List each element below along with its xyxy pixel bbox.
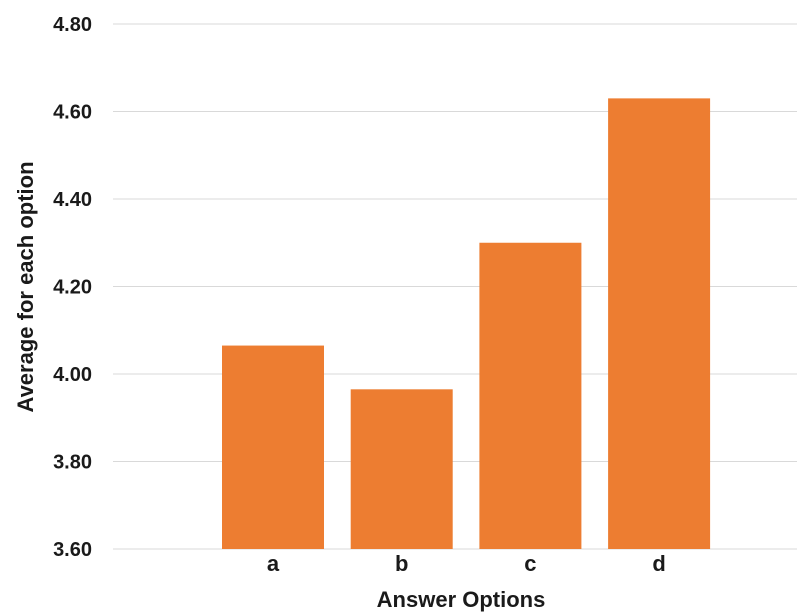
bar-a bbox=[222, 345, 324, 549]
y-tick-label: 4.20 bbox=[53, 277, 92, 299]
x-tick-label-a: a bbox=[267, 551, 280, 576]
y-tick-label: 4.80 bbox=[53, 14, 92, 36]
y-tick-label: 4.60 bbox=[53, 102, 92, 124]
y-tick-label: 4.40 bbox=[53, 189, 92, 211]
y-tick-label: 3.60 bbox=[53, 539, 92, 561]
y-tick-label: 3.80 bbox=[53, 452, 92, 474]
x-tick-label-d: d bbox=[652, 551, 665, 576]
y-axis-ticks: 3.60 3.80 4.00 4.20 4.40 4.60 4.80 bbox=[53, 14, 92, 561]
x-tick-label-b: b bbox=[395, 551, 408, 576]
bars bbox=[222, 98, 711, 549]
bar-d bbox=[608, 98, 711, 549]
x-axis-title: Answer Options bbox=[377, 587, 546, 612]
bar-c bbox=[479, 242, 582, 549]
y-tick-label: 4.00 bbox=[53, 364, 92, 386]
bar-b bbox=[350, 389, 453, 549]
y-axis-title: Average for each option bbox=[13, 161, 38, 412]
x-tick-label-c: c bbox=[524, 551, 536, 576]
x-axis-ticks: a b c d bbox=[267, 551, 666, 576]
